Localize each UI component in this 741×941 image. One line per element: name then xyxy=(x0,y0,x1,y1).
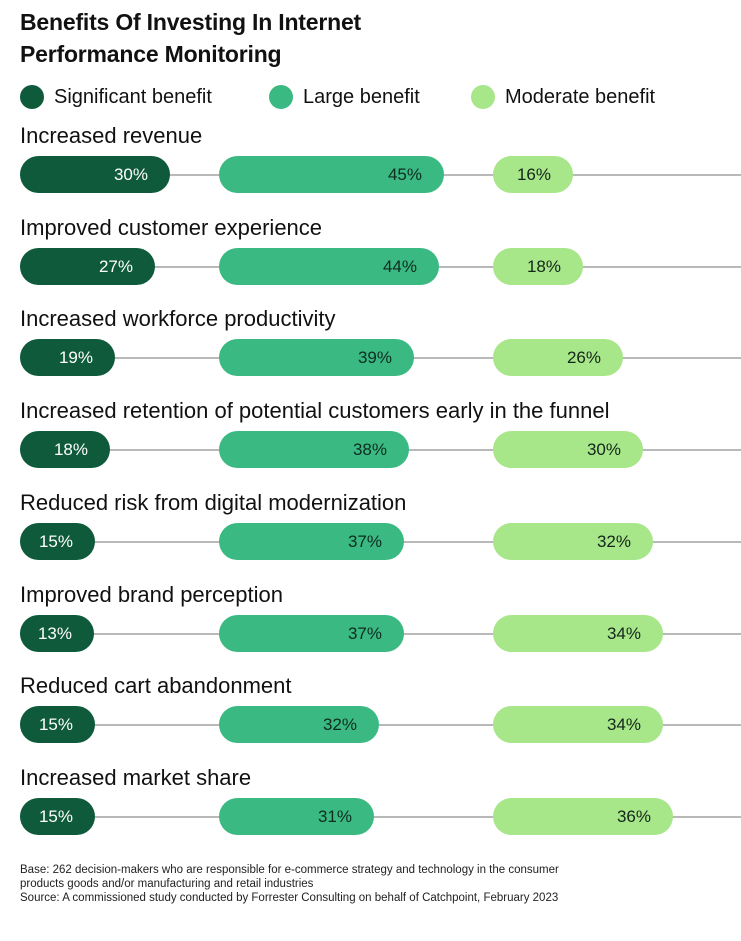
bar-value-label: 13% xyxy=(37,623,72,643)
row-track-7 xyxy=(20,724,741,726)
bar-large-2: 44% xyxy=(219,248,439,285)
bar-value-label: 19% xyxy=(58,347,93,367)
bar-moderate-7: 34% xyxy=(493,706,663,743)
bar-value-label: 15% xyxy=(38,806,73,826)
legend-label-large: Large benefit xyxy=(303,85,420,108)
bar-value-label: 32% xyxy=(322,714,357,734)
bar-significant-7: 15% xyxy=(20,706,95,743)
bar-value-label: 18% xyxy=(526,256,561,276)
bar-value-label: 32% xyxy=(596,531,631,551)
row-track-3 xyxy=(20,357,741,359)
bar-value-label: 15% xyxy=(38,531,73,551)
bar-value-label: 34% xyxy=(606,714,641,734)
bar-value-label: 36% xyxy=(616,806,651,826)
bar-significant-8: 15% xyxy=(20,798,95,835)
legend-item-large: Large benefit xyxy=(269,82,420,112)
bar-value-label: 26% xyxy=(566,347,601,367)
bar-value-label: 27% xyxy=(98,256,133,276)
row-track-4 xyxy=(20,449,741,451)
legend-dot-moderate xyxy=(471,85,495,109)
footnote-base-line-1: Base: 262 decision-makers who are respon… xyxy=(20,864,559,876)
bar-significant-6: 13% xyxy=(20,615,94,652)
row-track-8 xyxy=(20,816,741,818)
bar-value-label: 30% xyxy=(113,164,148,184)
bar-value-label: 45% xyxy=(387,164,422,184)
footnote-base-line-2: products goods and/or manufacturing and … xyxy=(20,878,314,890)
bar-value-label: 38% xyxy=(352,439,387,459)
bar-value-label: 31% xyxy=(317,806,352,826)
category-label-2: Improved customer experience xyxy=(20,215,323,240)
chart-title: Benefits Of Investing In Internet Perfor… xyxy=(20,6,520,70)
bar-value-label: 34% xyxy=(606,623,641,643)
bar-moderate-8: 36% xyxy=(493,798,673,835)
row-track-5 xyxy=(20,541,741,543)
category-label-6: Improved brand perception xyxy=(20,582,283,607)
legend-dot-significant xyxy=(20,85,44,109)
chart-title-line-1: Benefits Of Investing In Internet xyxy=(20,9,361,35)
legend-label-moderate: Moderate benefit xyxy=(505,85,656,108)
bar-large-6: 37% xyxy=(219,615,404,652)
bar-large-5: 37% xyxy=(219,523,404,560)
bar-large-1: 45% xyxy=(219,156,444,193)
category-label-4: Increased retention of potential custome… xyxy=(20,398,610,423)
category-label-8: Increased market share xyxy=(20,765,252,790)
bar-large-3: 39% xyxy=(219,339,414,376)
bar-large-4: 38% xyxy=(219,431,409,468)
bar-significant-3: 19% xyxy=(20,339,115,376)
bar-chart: Increased revenue 30% 45% 16% Improved custo… xyxy=(20,123,741,835)
bar-moderate-1: 16% xyxy=(493,156,573,193)
bar-moderate-6: 34% xyxy=(493,615,663,652)
row-track-1 xyxy=(20,174,741,176)
category-label-7: Reduced cart abandonment xyxy=(20,673,292,698)
legend-item-moderate: Moderate benefit xyxy=(471,82,655,112)
legend-dot-large xyxy=(269,85,293,109)
bar-large-8: 31% xyxy=(219,798,374,835)
legend-item-significant: Significant benefit xyxy=(20,82,212,112)
bar-significant-1: 30% xyxy=(20,156,170,193)
bar-value-label: 37% xyxy=(347,531,382,551)
bar-value-label: 39% xyxy=(357,347,392,367)
category-label-3: Increased workforce productivity xyxy=(20,306,336,331)
bar-large-7: 32% xyxy=(219,706,379,743)
bar-moderate-4: 30% xyxy=(493,431,643,468)
category-label-5: Reduced risk from digital modernization xyxy=(20,490,407,515)
bar-value-label: 15% xyxy=(38,714,73,734)
legend: Significant benefit Large benefit Modera… xyxy=(20,82,720,112)
bar-value-label: 18% xyxy=(53,439,88,459)
bar-significant-2: 27% xyxy=(20,248,155,285)
bar-value-label: 44% xyxy=(382,256,417,276)
bar-value-label: 37% xyxy=(347,623,382,643)
row-track-6 xyxy=(20,633,741,635)
bar-value-label: 16% xyxy=(516,164,551,184)
bar-moderate-5: 32% xyxy=(493,523,653,560)
bar-moderate-3: 26% xyxy=(493,339,623,376)
legend-label-significant: Significant benefit xyxy=(54,85,212,108)
footnote-source: Source: A commissioned study conducted b… xyxy=(20,892,559,904)
bar-moderate-2: 18% xyxy=(493,248,583,285)
row-track-2 xyxy=(20,266,741,268)
bar-value-label: 30% xyxy=(586,439,621,459)
bar-significant-5: 15% xyxy=(20,523,95,560)
chart-title-line-2: Performance Monitoring xyxy=(20,41,282,67)
footnote: Base: 262 decision-makers who are respon… xyxy=(20,863,720,905)
bar-significant-4: 18% xyxy=(20,431,110,468)
category-label-1: Increased revenue xyxy=(20,123,203,148)
